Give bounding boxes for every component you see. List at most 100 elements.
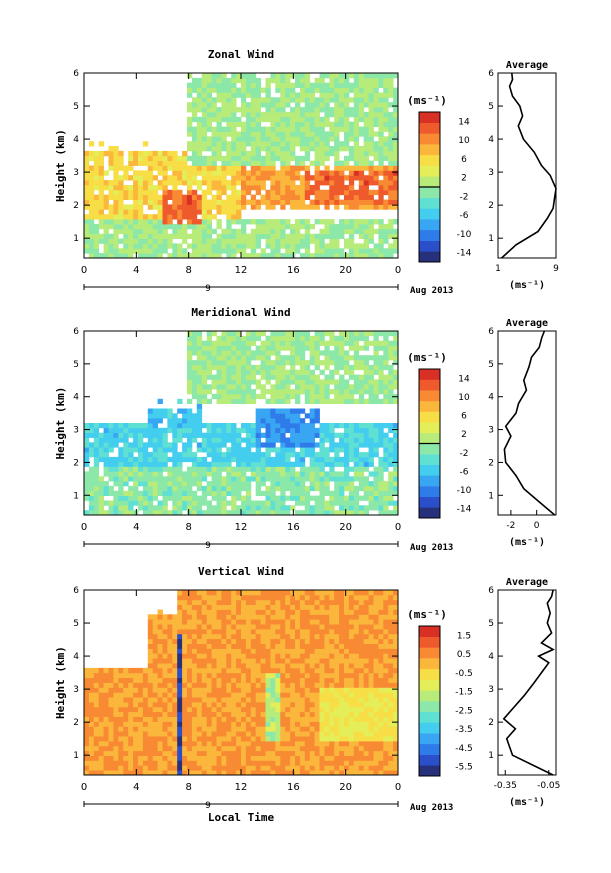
heatmap-cell bbox=[187, 638, 193, 644]
heatmap-cell bbox=[152, 447, 158, 453]
heatmap-cell bbox=[304, 413, 311, 419]
heatmap-cell bbox=[196, 355, 203, 361]
heatmap-cell bbox=[216, 185, 222, 191]
heatmap-cell bbox=[265, 643, 271, 649]
heatmap-cell bbox=[187, 155, 193, 162]
heatmap-cell bbox=[388, 82, 394, 88]
heatmap-cell bbox=[103, 740, 109, 747]
heatmap-cell bbox=[319, 442, 325, 448]
heatmap-cell bbox=[255, 92, 261, 98]
heatmap-cell bbox=[221, 677, 227, 683]
heatmap-cell bbox=[388, 461, 394, 467]
heatmap-cell bbox=[162, 711, 168, 717]
heatmap-cell bbox=[211, 87, 217, 93]
heatmap-cell bbox=[216, 721, 222, 727]
heatmap-cell bbox=[103, 765, 109, 771]
heatmap-cell bbox=[388, 199, 394, 205]
heatmap-cell bbox=[368, 107, 374, 113]
heatmap-cell bbox=[275, 663, 281, 669]
heatmap-cell bbox=[152, 745, 158, 752]
heatmap-cell bbox=[118, 667, 124, 674]
heatmap-cell bbox=[241, 599, 247, 605]
heatmap-cell bbox=[334, 92, 340, 98]
heatmap-cell bbox=[353, 204, 360, 210]
heatmap-cell bbox=[152, 633, 158, 640]
heatmap-cell bbox=[245, 360, 252, 366]
heatmap-cell bbox=[280, 750, 286, 756]
heatmap-cell bbox=[113, 146, 119, 152]
heatmap-cell bbox=[167, 755, 173, 761]
heatmap-cell bbox=[334, 194, 340, 200]
colorbar-segment bbox=[419, 187, 440, 198]
heatmap-cell bbox=[334, 393, 340, 400]
heatmap-cell bbox=[226, 706, 232, 713]
heatmap-cell bbox=[353, 228, 360, 235]
heatmap-cell bbox=[339, 102, 345, 108]
heatmap-cell bbox=[245, 500, 252, 506]
heatmap-cell bbox=[206, 189, 212, 196]
heatmap-cell bbox=[113, 481, 119, 487]
heatmap-cell bbox=[167, 408, 173, 414]
heatmap-cell bbox=[103, 447, 109, 453]
heatmap-cell bbox=[84, 702, 90, 708]
heatmap-cell bbox=[142, 495, 149, 501]
heatmap-cell bbox=[324, 204, 330, 210]
heatmap-cell bbox=[383, 150, 389, 157]
heatmap-cell bbox=[93, 427, 100, 433]
heatmap-cell bbox=[187, 350, 193, 356]
heatmap-cell bbox=[280, 471, 286, 477]
heatmap-cell bbox=[84, 442, 90, 448]
heatmap-cell bbox=[275, 189, 281, 196]
heatmap-cell bbox=[363, 219, 369, 225]
heatmap-cell bbox=[295, 379, 301, 385]
heatmap-cell bbox=[113, 427, 119, 433]
heatmap-cell bbox=[241, 141, 247, 147]
heatmap-cell bbox=[309, 146, 315, 152]
heatmap-cell bbox=[226, 228, 232, 235]
heatmap-cell bbox=[250, 393, 257, 400]
heatmap-cell bbox=[383, 253, 389, 259]
heatmap-cell bbox=[255, 692, 261, 698]
heatmap-cell bbox=[314, 442, 320, 448]
heatmap-cell bbox=[187, 687, 193, 693]
heatmap-cell bbox=[196, 461, 203, 467]
heatmap-cell bbox=[103, 726, 109, 732]
heatmap-cell bbox=[128, 209, 134, 215]
heatmap-cell bbox=[393, 131, 399, 137]
heatmap-cell bbox=[314, 335, 320, 341]
heatmap-cell bbox=[270, 624, 276, 630]
heatmap-cell bbox=[309, 456, 315, 463]
heatmap-cell bbox=[344, 476, 350, 482]
heatmap-cell bbox=[383, 500, 389, 506]
heatmap-cell bbox=[147, 643, 154, 649]
heatmap-cell bbox=[363, 97, 369, 103]
heatmap-cell bbox=[177, 643, 183, 649]
heatmap-cell bbox=[221, 374, 227, 380]
heatmap-cell bbox=[339, 160, 345, 166]
heatmap-cell bbox=[241, 667, 247, 674]
heatmap-cell bbox=[383, 92, 389, 98]
heatmap-cell bbox=[162, 648, 168, 654]
heatmap-cell bbox=[226, 765, 232, 771]
heatmap-cell bbox=[255, 185, 261, 191]
heatmap-cell bbox=[299, 238, 306, 244]
heatmap-cell bbox=[285, 456, 291, 463]
heatmap-cell bbox=[216, 233, 222, 239]
heatmap-cell bbox=[98, 770, 104, 776]
heatmap-cell bbox=[182, 432, 188, 438]
heatmap-cell bbox=[162, 447, 168, 453]
heatmap-cell bbox=[123, 755, 129, 761]
heatmap-cell bbox=[182, 150, 188, 157]
heatmap-cell bbox=[211, 476, 217, 482]
heatmap-cell bbox=[196, 500, 203, 506]
heatmap-cell bbox=[177, 711, 183, 717]
heatmap-cell bbox=[314, 243, 320, 249]
heatmap-cell bbox=[191, 461, 198, 467]
heatmap-cell bbox=[280, 490, 286, 496]
heatmap-cell bbox=[378, 155, 384, 162]
heatmap-cell bbox=[285, 170, 291, 176]
heatmap-cell bbox=[206, 510, 212, 516]
heatmap-cell bbox=[295, 141, 301, 147]
heatmap-cell bbox=[196, 141, 203, 147]
heatmap-cell bbox=[280, 702, 286, 708]
